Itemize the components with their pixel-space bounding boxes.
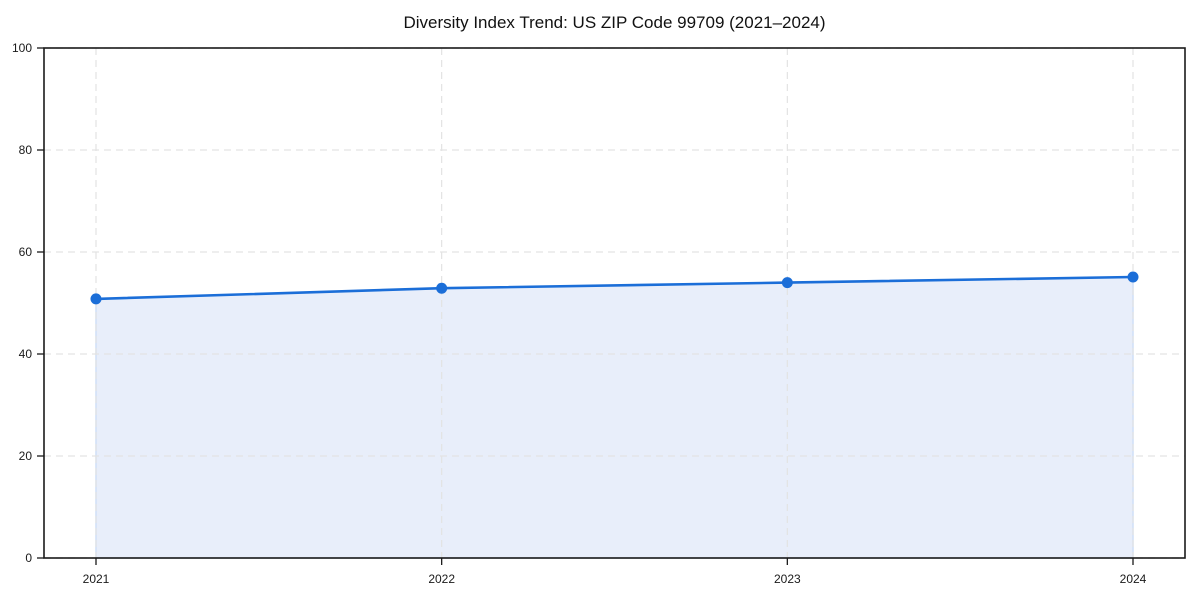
x-tick-label: 2023: [774, 572, 801, 586]
x-tick-label: 2022: [428, 572, 455, 586]
y-tick-label: 60: [19, 245, 33, 259]
plot-frame: [43, 47, 1186, 559]
data-point-2023: [781, 277, 793, 289]
x-tick-label: 2024: [1120, 572, 1147, 586]
y-tick-label: 100: [12, 41, 32, 55]
y-tick-label: 80: [19, 143, 33, 157]
y-tick-label: 20: [19, 449, 33, 463]
area-fill: [95, 276, 1134, 559]
data-point-2021: [90, 293, 102, 305]
trend-line: [94, 275, 1135, 301]
y-tick-label: 0: [25, 551, 32, 565]
chart-title: Diversity Index Trend: US ZIP Code 99709…: [403, 13, 826, 32]
data-point-2022: [436, 282, 448, 294]
x-tick-label: 2021: [83, 572, 110, 586]
y-tick-label: 40: [19, 347, 33, 361]
data-point-2024: [1127, 271, 1139, 283]
